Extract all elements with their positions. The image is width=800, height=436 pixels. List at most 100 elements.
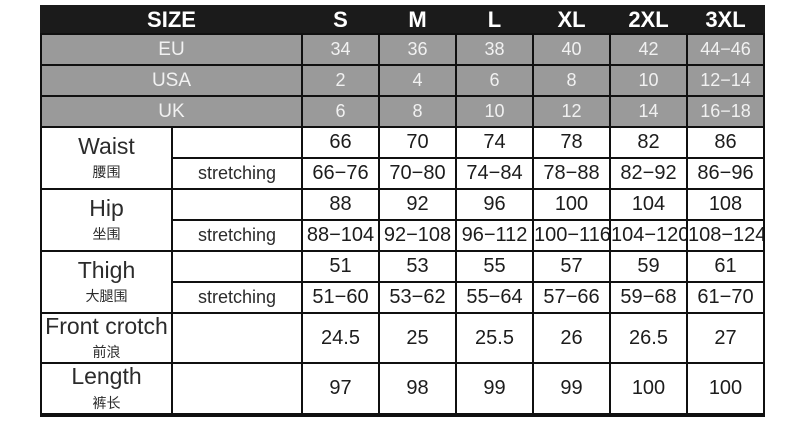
hip-stretch-cell: 92−108	[378, 219, 457, 252]
length-cell: 99	[532, 362, 611, 416]
usa-value-cell: 2	[301, 64, 380, 97]
waist-stretch-cell: 78−88	[532, 157, 611, 190]
thigh-name-zh: 大腿围	[85, 288, 128, 305]
hip-base-cell: 88	[301, 188, 380, 221]
usa-row: USA 2 4 6 8 10 12−14	[40, 64, 765, 97]
size-chart-table: SIZE S M L XL 2XL 3XL EU 34 36 38 40 42 …	[40, 5, 765, 417]
length-cell: 99	[455, 362, 534, 416]
uk-label-cell: UK	[40, 95, 303, 128]
eu-value-cell: 34	[301, 33, 380, 66]
uk-value-cell: 14	[609, 95, 688, 128]
thigh-name: Thigh	[77, 256, 136, 283]
eu-value-cell: 40	[532, 33, 611, 66]
front-crotch-row: Front crotch 前浪 24.5 25 25.5 26 26.5 27	[40, 311, 765, 365]
hip-name-zh: 坐围	[92, 226, 121, 243]
thigh-stretch-cell: 61−70	[686, 281, 765, 314]
waist-label-cell: Waist 腰围	[40, 126, 173, 190]
uk-value-cell: 10	[455, 95, 534, 128]
thigh-stretch-cell: 57−66	[532, 281, 611, 314]
length-name-zh: 裤长	[92, 394, 121, 411]
waist-base-row: Waist 腰围 66 70 74 78 82 86	[40, 126, 765, 190]
eu-value-cell: 44−46	[686, 33, 765, 66]
waist-stretching-row: stretching 66−76 70−80 74−84 78−88 82−92…	[41, 157, 765, 190]
front-crotch-cell: 25.5	[455, 311, 534, 365]
length-label-cell: Length 裤长	[40, 362, 173, 416]
hip-stretching-row: stretching 88−104 92−108 96−112 100−116 …	[41, 219, 765, 252]
eu-value-cell: 42	[609, 33, 688, 66]
waist-base-cell: 66	[301, 126, 380, 159]
thigh-base-cell: 61	[686, 250, 765, 283]
hip-base-cell: 104	[609, 188, 688, 221]
length-cell: 98	[378, 362, 457, 416]
hip-stretch-cell: 96−112	[455, 219, 534, 252]
front-crotch-name: Front crotch	[45, 313, 168, 339]
thigh-stretch-cell: 59−68	[609, 281, 688, 314]
length-cell: 100	[686, 362, 765, 416]
hip-stretch-cell: 104−120	[609, 219, 688, 252]
thigh-spacer-cell	[171, 250, 303, 283]
front-crotch-cell: 26.5	[609, 311, 688, 365]
size-col-3xl: 3XL	[686, 5, 765, 35]
waist-base-cell: 70	[378, 126, 457, 159]
size-col-s: S	[301, 5, 380, 35]
hip-base-cell: 100	[532, 188, 611, 221]
thigh-label-cell: Thigh 大腿围	[40, 250, 173, 314]
waist-stretch-cell: 82−92	[609, 157, 688, 190]
front-crotch-cell: 27	[686, 311, 765, 365]
thigh-base-cell: 51	[301, 250, 380, 283]
front-crotch-cell: 25	[378, 311, 457, 365]
waist-name-zh: 腰围	[92, 164, 121, 181]
eu-value-cell: 36	[378, 33, 457, 66]
header-row: SIZE S M L XL 2XL 3XL	[40, 5, 765, 35]
usa-label-cell: USA	[40, 64, 303, 97]
uk-value-cell: 12	[532, 95, 611, 128]
waist-stretch-cell: 66−76	[301, 157, 380, 190]
eu-row: EU 34 36 38 40 42 44−46	[40, 33, 765, 66]
length-name: Length	[71, 363, 142, 390]
uk-row: UK 6 8 10 12 14 16−18	[40, 95, 765, 128]
hip-stretch-cell: 108−124	[686, 219, 765, 252]
hip-base-cell: 96	[455, 188, 534, 221]
thigh-stretching-row: stretching 51−60 53−62 55−64 57−66 59−68…	[41, 281, 765, 314]
thigh-base-cell: 55	[455, 250, 534, 283]
thigh-base-row: Thigh 大腿围 51 53 55 57 59 61	[40, 250, 765, 314]
size-col-2xl: 2XL	[609, 5, 688, 35]
usa-value-cell: 4	[378, 64, 457, 97]
hip-spacer-cell	[171, 188, 303, 221]
size-col-l: L	[455, 5, 534, 35]
hip-stretch-cell: 88−104	[301, 219, 380, 252]
thigh-base-cell: 57	[532, 250, 611, 283]
front-crotch-name-zh: 前浪	[92, 344, 121, 361]
usa-value-cell: 12−14	[686, 64, 765, 97]
hip-base-cell: 92	[378, 188, 457, 221]
thigh-stretch-cell: 55−64	[455, 281, 534, 314]
uk-value-cell: 8	[378, 95, 457, 128]
size-col-xl: XL	[532, 5, 611, 35]
front-crotch-cell: 24.5	[301, 311, 380, 365]
size-chart: SIZE S M L XL 2XL 3XL EU 34 36 38 40 42 …	[40, 5, 765, 417]
waist-stretching-label: stretching	[171, 157, 303, 190]
size-col-m: M	[378, 5, 457, 35]
length-cell: 100	[609, 362, 688, 416]
thigh-base-cell: 59	[609, 250, 688, 283]
length-spacer-cell	[171, 362, 303, 416]
uk-value-cell: 16−18	[686, 95, 765, 128]
usa-value-cell: 8	[532, 64, 611, 97]
waist-spacer-cell	[171, 126, 303, 159]
hip-base-cell: 108	[686, 188, 765, 221]
thigh-stretch-cell: 51−60	[301, 281, 380, 314]
hip-label-cell: Hip 坐围	[40, 188, 173, 252]
usa-value-cell: 6	[455, 64, 534, 97]
waist-name: Waist	[78, 132, 135, 159]
hip-stretch-cell: 100−116	[532, 219, 611, 252]
thigh-base-cell: 53	[378, 250, 457, 283]
size-header-cell: SIZE	[40, 5, 303, 35]
thigh-stretching-label: stretching	[171, 281, 303, 314]
uk-value-cell: 6	[301, 95, 380, 128]
waist-base-cell: 82	[609, 126, 688, 159]
front-crotch-spacer-cell	[171, 311, 303, 365]
hip-stretching-label: stretching	[171, 219, 303, 252]
thigh-stretch-cell: 53−62	[378, 281, 457, 314]
usa-value-cell: 10	[609, 64, 688, 97]
hip-base-row: Hip 坐围 88 92 96 100 104 108	[40, 188, 765, 252]
